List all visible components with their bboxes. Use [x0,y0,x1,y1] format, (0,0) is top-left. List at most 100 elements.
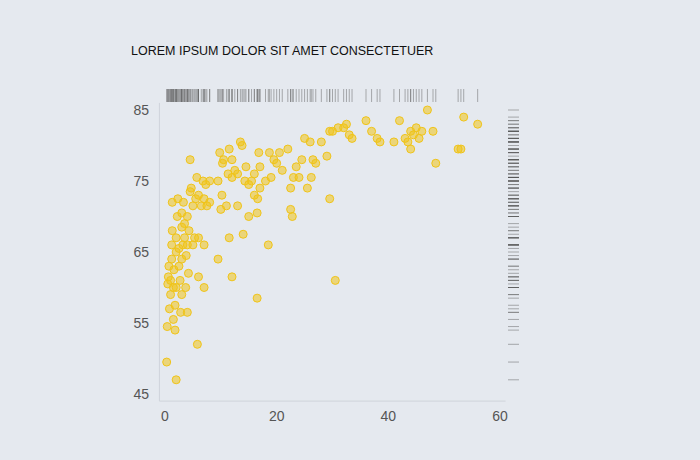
x-rug-tick [194,89,195,102]
point [342,120,350,128]
x-rug-tick [220,89,221,102]
x-rug-tick [188,89,189,102]
x-rug-tick [405,89,406,102]
y-rug-tick [508,216,519,217]
point [292,163,300,171]
x-rug-tick [326,89,327,102]
title: LOREM IPSUM DOLOR SIT AMET CONSECTETUER [131,44,433,58]
y-rug-tick [508,287,519,288]
y-rug-tick [508,294,519,295]
x-rug-tick [209,89,210,102]
y-rug-tick [508,379,519,380]
x-rug-tick [176,89,177,102]
x-rug-tick [234,89,235,102]
y-rug-tick [508,276,519,277]
y-rug-tick [508,344,519,345]
point [172,234,180,242]
point [183,213,191,221]
x-rug-tick [321,89,322,102]
y-rug-tick [508,138,519,139]
y-rug-tick [508,152,519,153]
y-tick-label: 55 [133,315,149,331]
point [168,255,176,263]
x-rug-tick [219,89,220,102]
x-rug-tick [226,89,227,102]
chart: LOREM IPSUM DOLOR SIT AMET CONSECTETUER0… [0,0,700,460]
y-rug-tick [508,138,519,139]
point [242,163,250,171]
y-rug-tick [508,141,519,142]
x-rug-tick [176,89,177,102]
y-rug-tick [508,237,519,238]
point [179,198,187,206]
x-rug-tick [349,89,350,102]
point [396,117,404,125]
point [234,170,242,178]
x-rug-tick [232,89,233,102]
y-rug-tick [508,237,519,238]
x-rug-tick [172,89,173,102]
x-rug-tick [176,89,177,102]
point [250,170,258,178]
x-rug-tick [276,89,277,102]
x-rug-tick [204,89,205,102]
y-rug-tick [508,195,519,196]
x-rug-tick [191,89,192,102]
y-tick-label: 85 [133,102,149,118]
y-rug-tick [508,259,519,260]
x-rug-tick [248,89,249,102]
y-rug-tick [508,280,519,281]
x-axis-line [159,401,505,402]
y-rug-tick [508,198,519,199]
y-rug-tick [508,166,519,167]
points [163,106,482,384]
x-rug-tick [202,89,203,102]
x-rug-tick [257,89,258,102]
point [287,184,295,192]
y-rug-tick [508,273,519,274]
x-rug-tick [229,89,230,102]
x-rug-tick [171,89,172,102]
x-rug-tick [209,89,210,102]
point [228,156,236,164]
x-rug-tick [427,89,428,102]
x-rug-tick [366,89,367,102]
y-rug-tick [508,244,519,245]
point [331,276,339,284]
y-rug-tick [508,181,519,182]
x-rug-tick [167,89,168,102]
point [273,159,281,167]
x-rug-tick [186,89,187,102]
x-rug-tick [204,89,205,102]
y-rug-tick [508,141,519,142]
point [362,117,370,125]
x-rug-tick [421,89,422,102]
x-rug-tick [198,89,199,102]
point [206,177,214,185]
y-rug-tick [508,166,519,167]
y-rug-tick [508,181,519,182]
point [171,326,179,334]
y-rug-tick [508,259,519,260]
point [206,198,214,206]
x-rug-tick [190,89,191,102]
y-rug-tick [508,216,519,217]
y-rug-tick [508,177,519,178]
y-rug-tick [508,202,519,203]
point [239,230,247,238]
x-rug [167,89,478,102]
y-rug-tick [508,287,519,288]
y-rug-tick [508,173,519,174]
point [303,184,311,192]
x-rug-tick [315,89,316,102]
point [474,120,482,128]
point [432,159,440,167]
x-rug-tick [184,89,185,102]
point [182,252,190,260]
x-rug-tick [304,89,305,102]
y-rug-tick [508,234,519,235]
point [253,294,261,302]
x-rug-tick [181,89,182,102]
y-rug-tick [508,298,519,299]
y-rug-tick [508,227,519,228]
